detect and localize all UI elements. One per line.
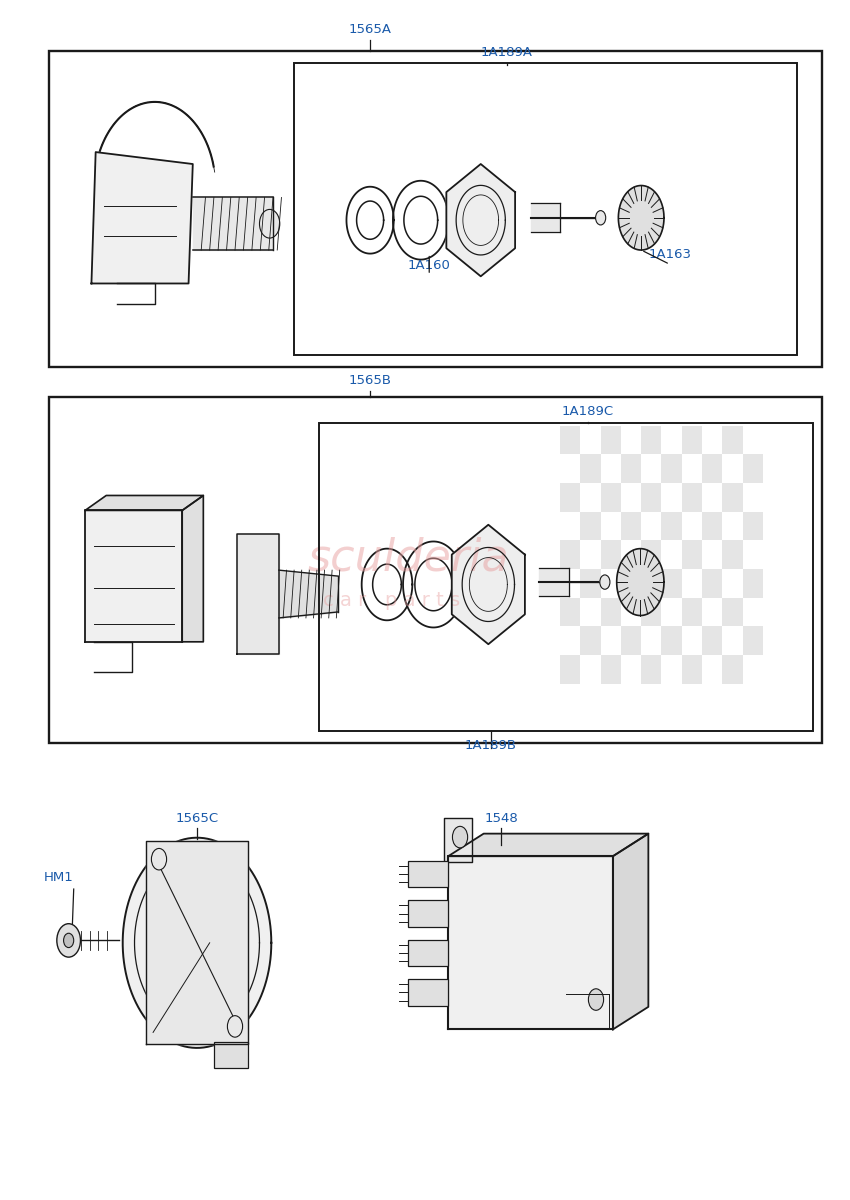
Bar xyxy=(743,569,762,598)
Bar xyxy=(682,482,702,511)
Circle shape xyxy=(588,989,604,1010)
Polygon shape xyxy=(613,834,649,1030)
Bar xyxy=(408,979,448,1006)
Text: HM1: HM1 xyxy=(43,871,73,884)
Bar xyxy=(702,455,722,482)
Bar xyxy=(641,426,661,455)
Bar xyxy=(641,598,661,626)
Bar xyxy=(722,655,743,684)
Bar xyxy=(722,426,743,455)
Circle shape xyxy=(596,211,606,224)
Bar xyxy=(641,540,661,569)
Polygon shape xyxy=(92,152,193,283)
Polygon shape xyxy=(444,818,472,862)
Bar xyxy=(702,511,722,540)
Bar xyxy=(560,540,581,569)
Text: 1565A: 1565A xyxy=(348,23,392,36)
Bar xyxy=(408,860,448,887)
Bar xyxy=(722,540,743,569)
Bar xyxy=(408,900,448,926)
Bar xyxy=(560,598,581,626)
Text: 1548: 1548 xyxy=(484,811,518,824)
Bar xyxy=(601,426,620,455)
Bar xyxy=(641,482,661,511)
Bar xyxy=(661,626,682,655)
Text: c a r   p a r t s: c a r p a r t s xyxy=(323,590,460,610)
Bar xyxy=(620,511,641,540)
Bar xyxy=(601,598,620,626)
Bar xyxy=(581,455,601,482)
Polygon shape xyxy=(451,524,525,644)
Polygon shape xyxy=(448,857,613,1030)
Bar xyxy=(581,626,601,655)
Bar xyxy=(408,940,448,966)
Circle shape xyxy=(151,848,167,870)
Bar xyxy=(581,569,601,598)
Text: sculderia: sculderia xyxy=(307,536,509,580)
Polygon shape xyxy=(448,834,649,857)
Text: 1A189A: 1A189A xyxy=(481,46,533,59)
Bar xyxy=(661,511,682,540)
Text: 1A189B: 1A189B xyxy=(465,739,517,751)
Text: 1565B: 1565B xyxy=(348,374,392,388)
Polygon shape xyxy=(85,496,203,510)
Bar xyxy=(560,655,581,684)
Bar xyxy=(294,62,796,355)
Bar xyxy=(661,569,682,598)
Bar xyxy=(682,655,702,684)
Bar xyxy=(702,626,722,655)
Circle shape xyxy=(259,210,280,238)
Polygon shape xyxy=(619,186,664,250)
Circle shape xyxy=(452,827,468,848)
Bar xyxy=(682,540,702,569)
Circle shape xyxy=(600,575,610,589)
Bar xyxy=(581,511,601,540)
Bar xyxy=(320,424,813,731)
Bar xyxy=(601,482,620,511)
Bar xyxy=(702,569,722,598)
Text: 1565C: 1565C xyxy=(175,811,218,824)
Bar xyxy=(682,426,702,455)
Bar xyxy=(49,50,822,367)
Bar xyxy=(743,511,762,540)
Text: 1A163: 1A163 xyxy=(649,247,691,260)
Bar xyxy=(620,626,641,655)
Bar xyxy=(214,1042,247,1068)
Bar xyxy=(661,455,682,482)
Bar xyxy=(560,426,581,455)
Bar xyxy=(620,455,641,482)
Bar xyxy=(722,598,743,626)
Bar xyxy=(620,569,641,598)
Circle shape xyxy=(57,924,81,958)
Polygon shape xyxy=(146,841,247,1044)
Bar xyxy=(641,655,661,684)
Bar xyxy=(560,482,581,511)
Bar xyxy=(722,482,743,511)
Bar xyxy=(743,626,762,655)
Bar xyxy=(682,598,702,626)
Bar xyxy=(601,540,620,569)
Circle shape xyxy=(64,934,74,948)
Text: 1A189C: 1A189C xyxy=(562,406,614,419)
Bar xyxy=(743,455,762,482)
Text: 1A160: 1A160 xyxy=(408,258,451,271)
Bar xyxy=(601,655,620,684)
Polygon shape xyxy=(85,510,182,642)
Bar xyxy=(49,397,822,743)
Polygon shape xyxy=(182,496,203,642)
Polygon shape xyxy=(122,838,271,1048)
Polygon shape xyxy=(446,164,515,276)
Circle shape xyxy=(228,1015,242,1037)
Polygon shape xyxy=(617,548,664,616)
